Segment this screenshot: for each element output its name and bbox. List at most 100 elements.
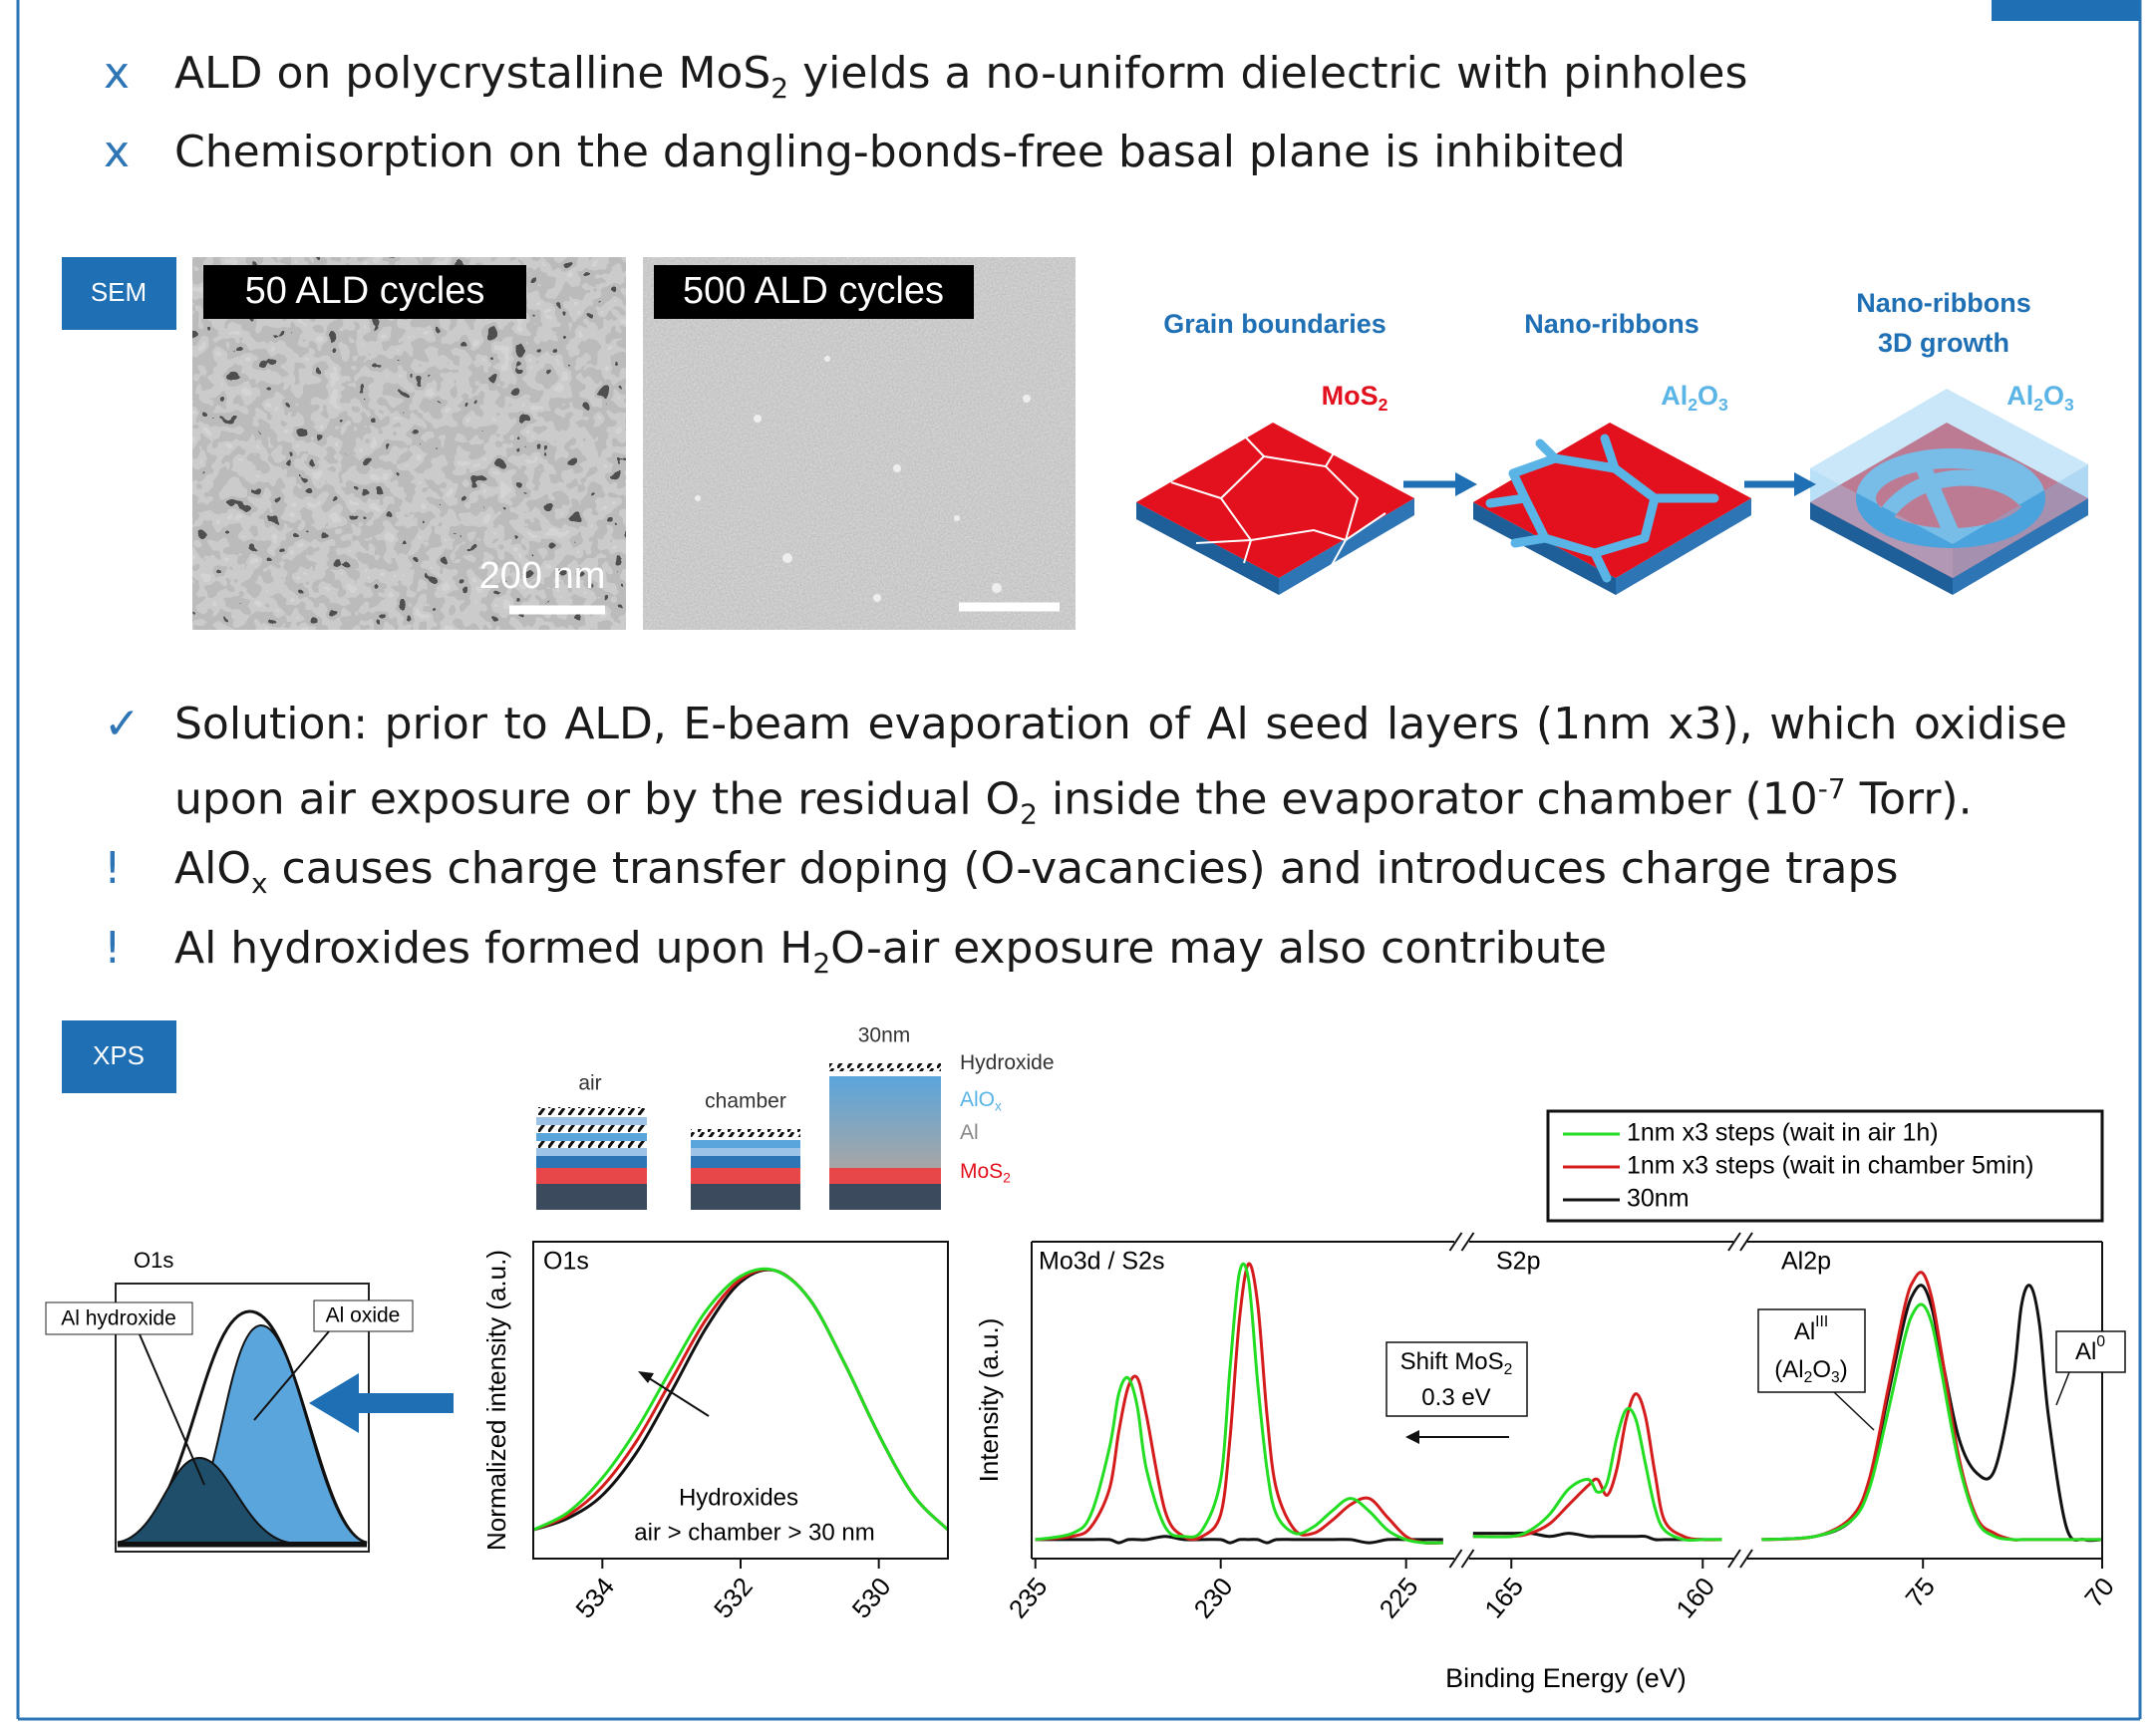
label-box xyxy=(313,1299,414,1332)
stack-label: chamber xyxy=(705,1090,786,1113)
annotation-part: 2 xyxy=(1804,1369,1813,1386)
series-line xyxy=(1035,1262,1443,1545)
material-label-part: MoS xyxy=(1322,381,1379,411)
material-label-part: Al xyxy=(1661,381,1688,411)
text-part: inside the evaporator chamber (10 xyxy=(1038,773,1818,825)
text-part: Chemisorption on the dangling-bonds-free… xyxy=(174,127,1626,177)
annotation: (Al2O3) xyxy=(1774,1356,1847,1386)
material-label: Al2O3 xyxy=(1661,381,1728,415)
bullet-marker: x xyxy=(104,127,131,177)
series-line xyxy=(1472,1531,1722,1542)
annotation: Al0 xyxy=(2075,1333,2105,1365)
layer-label: Hydroxide xyxy=(960,1051,1055,1074)
annotation-part: O xyxy=(1812,1356,1831,1383)
film-3d xyxy=(1810,389,2088,578)
layer-label-part: x xyxy=(995,1098,1002,1113)
text-part: Solution: prior to ALD, E-beam evaporati… xyxy=(174,699,2067,825)
annotation-part: 3 xyxy=(1831,1369,1840,1386)
legend-box xyxy=(1546,1109,2104,1223)
series-line xyxy=(1035,1262,1443,1546)
layer-label-part: Al xyxy=(960,1121,979,1144)
layer-label: AlOx xyxy=(960,1088,1002,1113)
y-axis-label: Intensity (a.u.) xyxy=(974,1318,1004,1483)
y-axis-label: Normalized intensity (a.u.) xyxy=(481,1250,511,1551)
hydroxide-peak xyxy=(117,1456,290,1544)
layer-label: Al xyxy=(960,1121,979,1144)
material-label-part: 3 xyxy=(1718,395,1728,415)
leader xyxy=(253,1330,330,1421)
caption-box xyxy=(203,265,526,319)
annotation: Shift MoS2 xyxy=(1400,1348,1513,1378)
material-label: MoS2 xyxy=(1322,381,1388,415)
x-tick-label: 75 xyxy=(1899,1572,1941,1612)
text-part: 2 xyxy=(812,946,831,980)
x-tick-label: 532 xyxy=(708,1572,759,1624)
annotation-box xyxy=(1757,1308,1866,1393)
x-tick-label: 230 xyxy=(1188,1572,1239,1624)
bullet-text: ALD on polycrystalline MoS2 yields a no-… xyxy=(174,41,2067,121)
axis-break xyxy=(1448,1549,1463,1569)
tile xyxy=(1136,423,1414,595)
label-box xyxy=(45,1301,193,1335)
series-line xyxy=(1761,1302,2102,1542)
annotation-part: Al xyxy=(2075,1338,2096,1365)
stack-label: air xyxy=(578,1072,601,1095)
sem-speckles xyxy=(695,356,1031,602)
legend-label: 1nm x3 steps (wait in chamber 5min) xyxy=(1627,1152,2033,1180)
layer-label-part: Hydroxide xyxy=(960,1051,1055,1074)
annotation-box xyxy=(1386,1341,1528,1417)
annotation-leader xyxy=(1833,1391,1875,1431)
annotation-part: III xyxy=(1815,1313,1828,1330)
axis-break xyxy=(1460,1549,1475,1569)
material-label-part: O xyxy=(1697,381,1718,411)
grain-boundaries xyxy=(1170,434,1386,577)
text-part: x xyxy=(250,866,268,900)
x-tick-label: 530 xyxy=(846,1572,897,1624)
sem-caption: 50 ALD cycles xyxy=(245,270,485,312)
axis-break xyxy=(1739,1232,1753,1252)
caption-box xyxy=(654,265,974,319)
text-part: causes charge transfer doping (O-vacanci… xyxy=(267,843,1899,894)
sem-image xyxy=(643,257,1076,630)
series-line xyxy=(1472,1406,1722,1543)
corner-tab xyxy=(1992,0,2140,21)
series-line xyxy=(532,1267,950,1532)
material-label-part: 2 xyxy=(2033,395,2043,415)
layer-label-part: MoS xyxy=(960,1160,1003,1183)
scheme-label: Al oxide xyxy=(326,1304,401,1327)
stage-title: 3D growth xyxy=(1878,328,2009,358)
legend-label: 30nm xyxy=(1627,1185,1690,1213)
stack-chamber xyxy=(691,1129,800,1210)
axis-break xyxy=(1727,1232,1741,1252)
text-part: yields a no-uniform dielectric with pinh… xyxy=(788,48,1748,99)
stack-label: 30nm xyxy=(858,1024,911,1047)
label-box xyxy=(62,1020,176,1093)
x-tick-label: 70 xyxy=(2078,1572,2120,1612)
stage-title: Grain boundaries xyxy=(1163,309,1386,339)
material-label-part: 3 xyxy=(2064,395,2074,415)
stage-title: Nano-ribbons xyxy=(1524,309,1699,339)
annotation-part: ) xyxy=(1840,1356,1848,1383)
scheme-label: Al hydroxide xyxy=(61,1307,176,1330)
annotation: 0.3 eV xyxy=(1421,1384,1490,1411)
series-line xyxy=(1472,1392,1722,1542)
x-axis-label: Binding Energy (eV) xyxy=(1445,1663,1687,1693)
annotation-part: 0 xyxy=(2096,1333,2105,1350)
material-label-part: 2 xyxy=(1688,395,1697,415)
bullet-marker: x xyxy=(104,48,131,99)
leader xyxy=(139,1333,205,1486)
annotation-part: 2 xyxy=(1504,1361,1513,1378)
material-label: Al2O3 xyxy=(2006,381,2074,415)
bullet-text: Chemisorption on the dangling-bonds-free… xyxy=(174,120,2067,184)
annotation: AlIII xyxy=(1794,1313,1828,1345)
bullet: ! AlOx causes charge transfer doping (O-v… xyxy=(104,836,2067,916)
annotation-part: 0.3 eV xyxy=(1421,1384,1490,1411)
annotation-part: (Al xyxy=(1774,1356,1803,1383)
text-part: ALD on polycrystalline MoS xyxy=(174,48,771,99)
plot-frame xyxy=(532,1241,949,1560)
scale-bar-label: 200 nm xyxy=(479,555,606,597)
annotation-leader xyxy=(2055,1371,2070,1406)
annotation: Hydroxides xyxy=(679,1484,798,1511)
